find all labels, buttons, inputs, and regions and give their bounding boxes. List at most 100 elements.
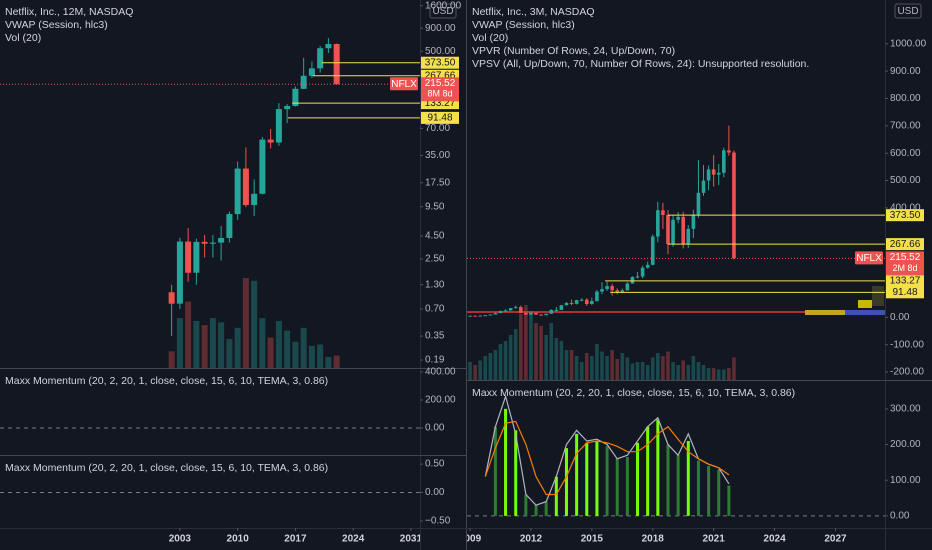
level-label: 133.27 — [425, 98, 456, 109]
candle-body — [259, 139, 266, 194]
candle-body — [242, 168, 249, 206]
histogram-bar — [727, 485, 731, 516]
candle-body — [218, 238, 225, 243]
volume-bar — [661, 356, 665, 380]
histogram-bar — [615, 458, 619, 516]
volume-bar — [590, 356, 594, 380]
volume-bar — [625, 357, 630, 380]
volume-bar — [325, 356, 332, 368]
volume-bar — [727, 368, 731, 380]
histogram-bar — [636, 442, 640, 516]
volume-bar — [226, 338, 233, 368]
candle-body — [168, 292, 175, 304]
volume-bar — [681, 360, 686, 380]
y-tick-label: 700.00 — [890, 120, 921, 131]
level-label: 373.50 — [890, 210, 921, 221]
y-tick-label: 0.70 — [425, 304, 445, 315]
candle-body — [518, 307, 523, 313]
y-tick-label: 0.19 — [425, 355, 445, 366]
volume-bar — [251, 280, 258, 368]
candle-body — [696, 192, 701, 215]
candle-body — [333, 43, 340, 85]
histogram-bar — [514, 430, 518, 516]
y-tick-label: 600.00 — [890, 148, 921, 159]
volume-bar — [615, 359, 620, 380]
level-label-box — [421, 56, 459, 69]
y-tick-label: 200.00 — [425, 395, 456, 406]
y-tick-label: 1000.00 — [890, 38, 927, 49]
level-label-box — [886, 286, 924, 299]
y-tick-label: 400.00 — [890, 203, 921, 214]
candle-body — [176, 241, 183, 304]
volume-bar — [630, 363, 635, 380]
y-tick-label: 500.00 — [425, 46, 456, 57]
candle-body — [564, 302, 569, 306]
histogram-bar — [605, 446, 609, 516]
volume-bar — [569, 350, 574, 380]
volume-bar — [676, 365, 680, 380]
volume-bar — [259, 318, 266, 368]
panel-title: Maxx Momentum (20, 2, 20, 1, close, clos… — [472, 387, 795, 399]
y-tick-label: 35.00 — [425, 150, 450, 161]
volume-bar — [640, 362, 645, 380]
last-price-box — [421, 77, 459, 102]
histogram-bar — [646, 426, 650, 516]
volume-bar — [242, 278, 249, 368]
candle-body — [209, 242, 216, 244]
candle-body — [193, 241, 200, 273]
candle-body — [539, 314, 543, 316]
y-tick-label: 0.35 — [425, 331, 445, 342]
volume-bar — [292, 341, 299, 368]
candle-body — [686, 228, 691, 245]
volume-bar — [493, 350, 498, 380]
volume-bar — [691, 356, 696, 380]
histogram-bar — [493, 426, 497, 516]
y-tick-label: 500.00 — [890, 175, 921, 186]
candle-body — [630, 276, 635, 284]
indicator-line — [484, 394, 730, 506]
candle-body — [544, 313, 548, 316]
volume-bar — [579, 362, 584, 380]
chart-title: Netflix, Inc., 12M, NASDAQ — [5, 6, 133, 18]
x-tick-label: 2027 — [824, 534, 847, 545]
group: 2003 2010 2017 2024 2031 — [169, 528, 420, 545]
candle-body — [574, 300, 579, 304]
histogram-bar — [524, 494, 528, 516]
volume-bar — [473, 365, 477, 380]
level-label: 91.48 — [892, 287, 917, 298]
study-label: Vol (20) — [472, 32, 508, 44]
candle-body — [600, 289, 604, 292]
y-tick-label: 200.00 — [890, 439, 921, 450]
histogram-bar — [564, 448, 568, 516]
volume-bar — [544, 335, 548, 380]
volume-bar — [696, 362, 701, 380]
histogram-bar — [666, 444, 670, 516]
candle-body — [671, 219, 675, 245]
x-tick-label: 2012 — [520, 534, 543, 545]
histogram-bar — [544, 501, 548, 516]
candle-body — [711, 169, 716, 175]
volume-bar — [488, 353, 493, 380]
candle-body — [676, 216, 680, 220]
candle-body — [569, 302, 574, 304]
panel-title: Maxx Momentum (20, 2, 20, 1, close, clos… — [5, 375, 328, 387]
y-tick-label: 9.50 — [425, 201, 445, 212]
volume-bar — [600, 351, 604, 380]
level-label: 91.48 — [427, 113, 452, 124]
candle-body — [292, 88, 299, 107]
candle-body — [554, 309, 559, 311]
x-tick-label: 2024 — [763, 534, 786, 545]
y-tick-label: -100.00 — [890, 339, 924, 350]
candle-body — [615, 290, 620, 293]
histogram-bar — [696, 460, 700, 516]
x-tick-label: 2024 — [342, 534, 365, 545]
volume-bar — [549, 323, 554, 380]
y-tick-label: −0.50 — [425, 516, 451, 527]
histogram-bar — [656, 419, 660, 516]
volume-bar — [620, 353, 625, 380]
volume-bar — [706, 368, 711, 380]
level-label-box — [886, 209, 924, 222]
symbol-box — [855, 251, 883, 265]
group — [0, 38, 420, 368]
